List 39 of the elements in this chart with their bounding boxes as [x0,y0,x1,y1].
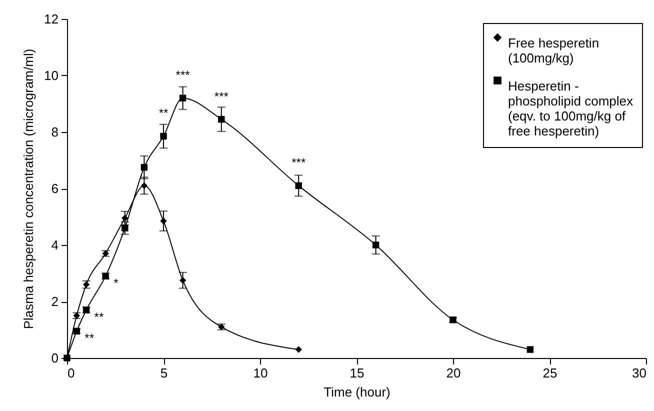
point [122,214,128,222]
y-axis-title: Plasma hesperetin concentration (microgram/ml) [21,48,36,330]
x-tick-label: 30 [632,366,646,380]
y-tick-label: 2 [51,294,58,309]
y-tick-label: 6 [51,181,58,196]
legend-label: Free hesperetin (100mg/kg) [508,36,600,66]
legend-label: Hesperetin - phospholipid complex (eqv. to 100mg/kg of free hesperetin) [508,78,634,138]
point [140,182,148,190]
x-tick-label: 0 [68,366,75,380]
y-tick-label: 4 [51,238,58,252]
point [140,164,148,171]
annotation: ** [158,106,168,120]
point [122,224,128,232]
point [295,182,302,190]
x-tick-label: 20 [446,366,461,380]
annotation: ** [84,331,94,346]
point [372,242,380,248]
point [179,276,186,284]
x-tick-label: 10 [253,366,268,380]
point [218,116,225,123]
annotation: *** [214,89,229,104]
point [295,346,302,353]
x-tick-label: 15 [350,366,364,380]
x-axis-title: Time (hour) [324,384,390,400]
y-tick-label: 0 [51,350,58,366]
y-tick-label: 10 [44,68,58,83]
point [179,94,186,102]
x-tick-label: 25 [542,366,558,380]
x-tick-label: 5 [160,366,168,380]
annotation: * [114,276,119,290]
y-tick-label: 8 [51,124,58,140]
annotation: *** [292,156,306,170]
point [160,218,167,224]
annotation: *** [176,68,190,82]
point [64,354,70,362]
y-tick-label: 12 [44,12,58,26]
annotation: ** [94,310,104,324]
point [160,132,167,140]
point [526,346,534,353]
